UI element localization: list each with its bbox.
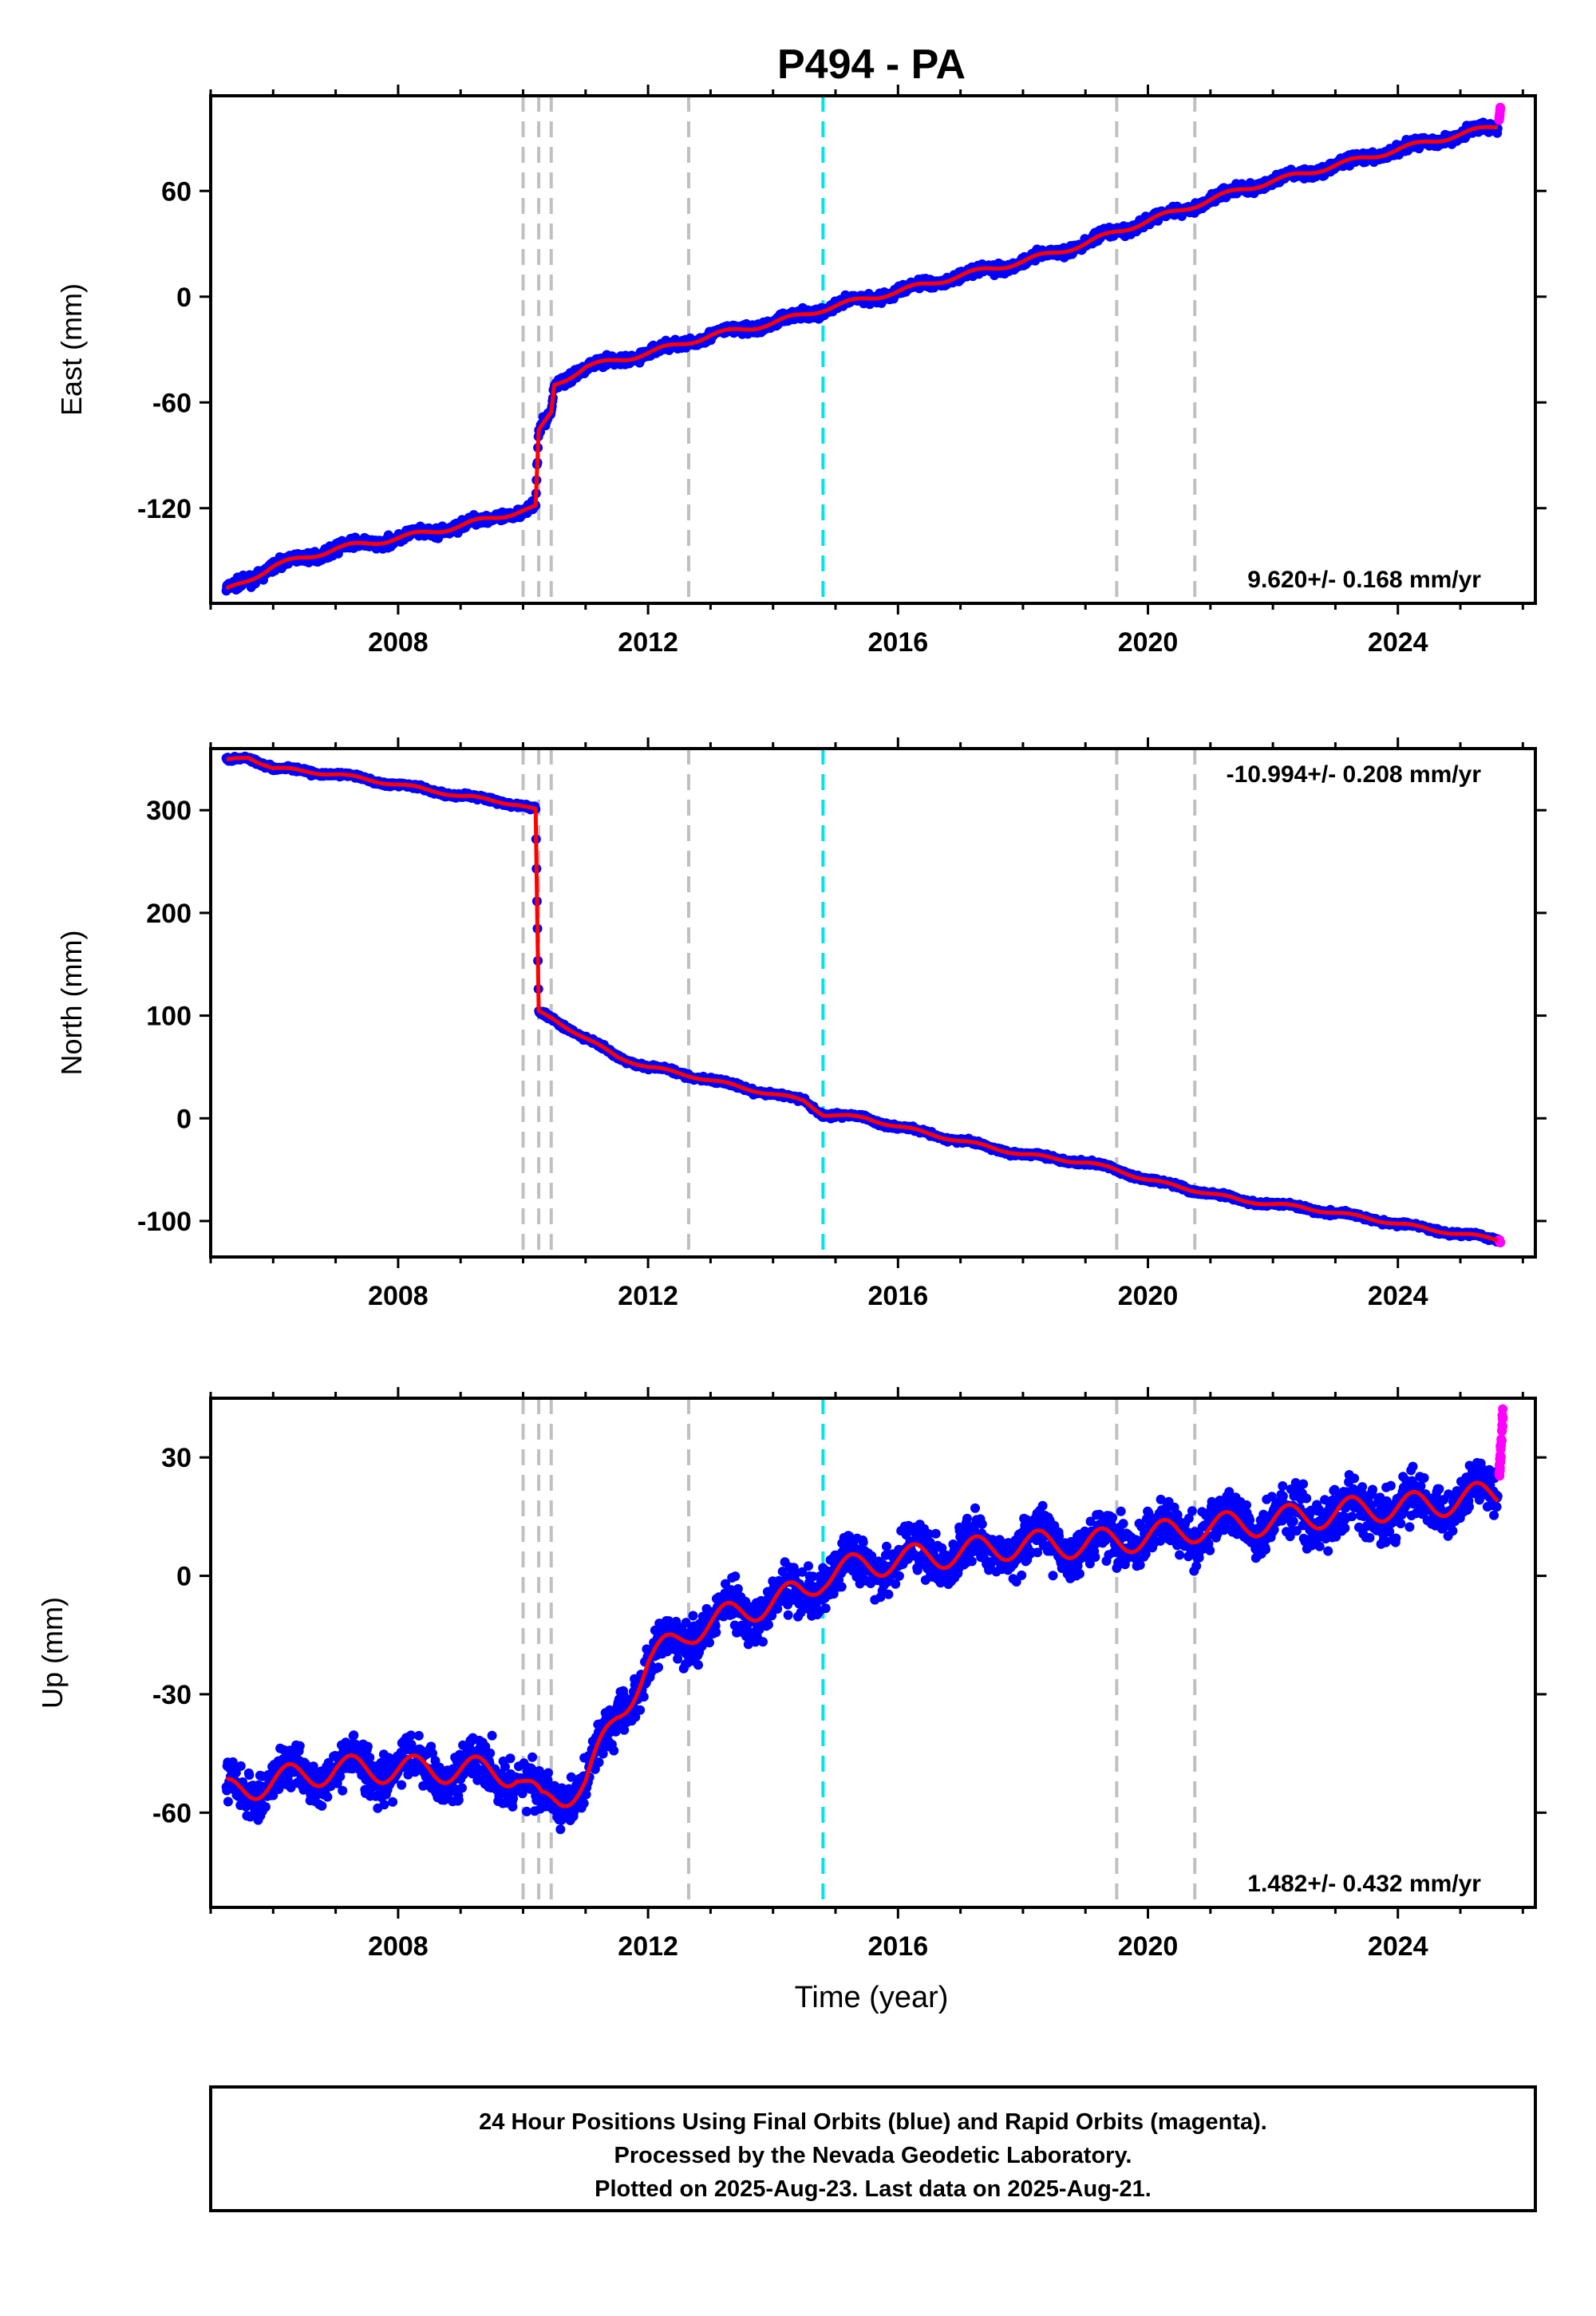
rapid-data-point [1495,103,1506,113]
y-tick-label: -60 [152,388,192,418]
velocity-label: 9.620+/- 0.168 mm/yr [1247,567,1481,593]
panels: -120 -60 0 60 2008 2012 2016 2020 2024 East (mm) 9… [36,85,1547,1962]
x-tick-label: 2024 [1368,627,1428,658]
x-tick-label: 2016 [868,627,929,658]
panel-east: -120 -60 0 60 2008 2012 2016 2020 2024 East (mm) 9… [55,85,1547,658]
rapid-orbits-series [1494,102,1506,125]
y-tick-label: -120 [137,494,192,524]
chart-title: P494 - PA [777,41,966,88]
x-tick-label: 2020 [1118,627,1179,658]
x-tick-label: 2008 [368,627,429,658]
y-tick-label: 60 [161,176,192,207]
x-tick-label: 2012 [618,627,678,658]
panel-plot-area [221,96,1506,603]
y-tick-label: 0 [176,283,192,313]
y-axis-label: East (mm) [55,283,88,416]
